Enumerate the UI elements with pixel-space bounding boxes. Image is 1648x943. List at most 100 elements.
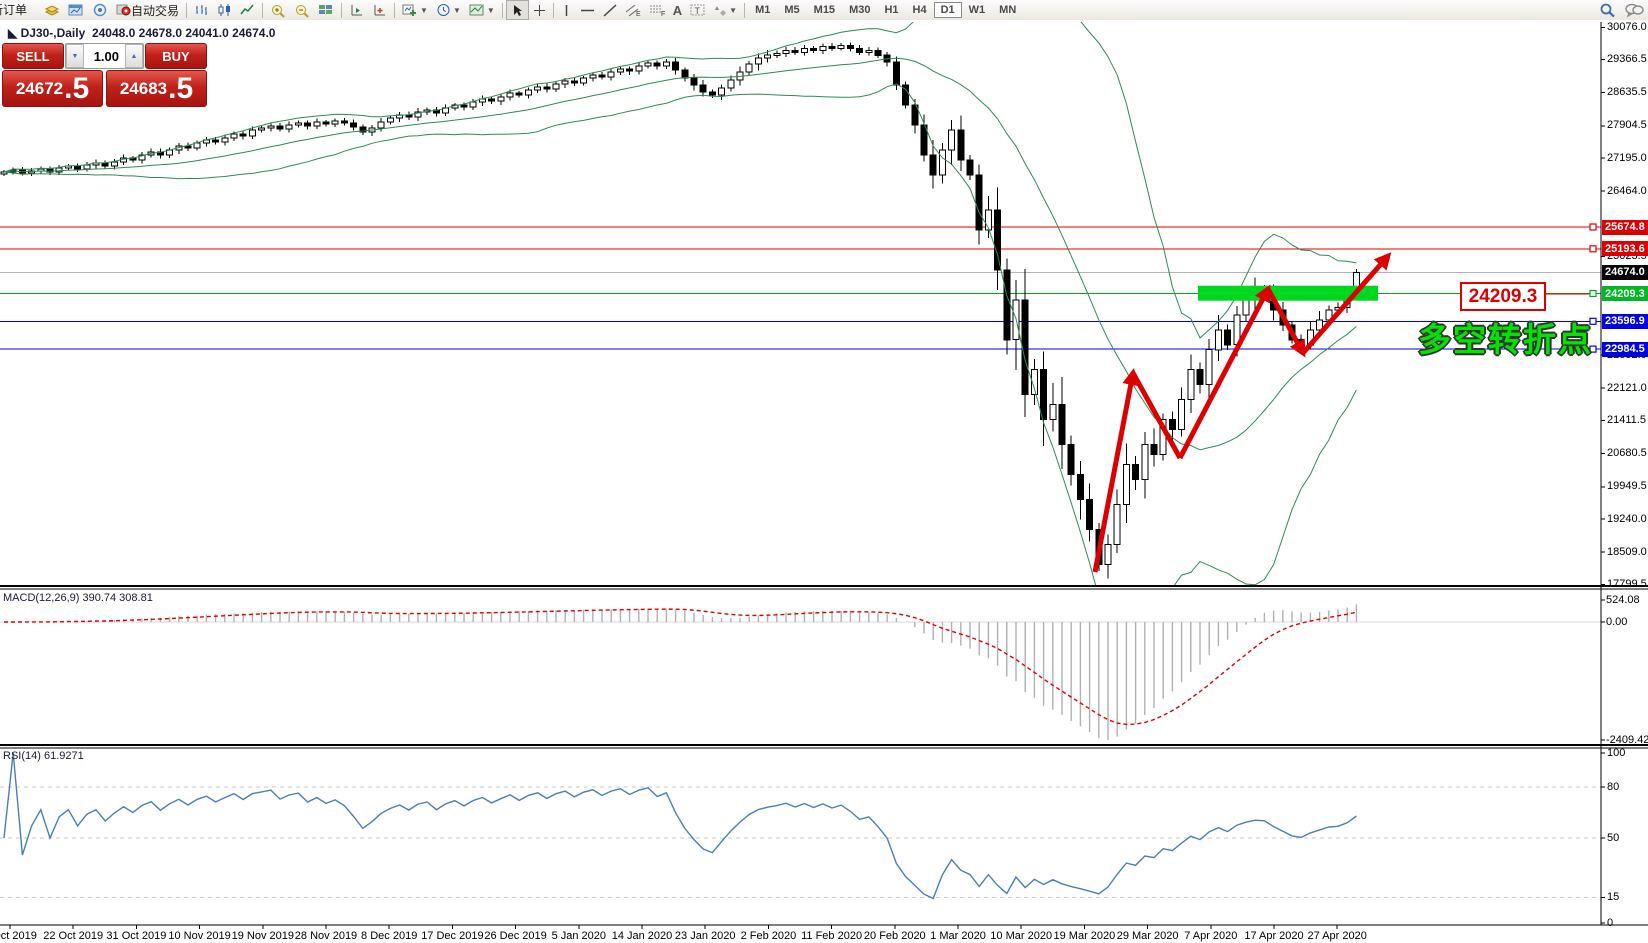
sell-button[interactable]: SELL xyxy=(2,43,64,69)
macd-label: MACD(12,26,9) 390.74 308.81 xyxy=(3,592,153,604)
timeframe-m30[interactable]: M30 xyxy=(849,4,871,16)
price-scale-label: 17799.5 xyxy=(1607,577,1647,590)
date-axis-label: 10 Mar 2020 xyxy=(990,930,1053,942)
periods-dropdown[interactable]: ▼ xyxy=(432,1,465,19)
rsi-label: RSI(14) 61.9271 xyxy=(3,750,84,762)
date-axis-label: 2 Feb 2020 xyxy=(740,930,797,942)
line-chart-mode-icon[interactable] xyxy=(236,1,259,19)
price-tag-23596.9: 23596.9 xyxy=(1602,313,1648,329)
date-axis-label: 31 Oct 2019 xyxy=(106,930,167,942)
bar-chart-mode-icon[interactable] xyxy=(190,1,213,19)
buy-price-display[interactable]: 24683.5 xyxy=(106,70,207,107)
date-axis-label: 20 Feb 2020 xyxy=(863,930,926,942)
timeframe-d1[interactable]: D1 xyxy=(933,2,962,18)
date-axis-label: 17 Dec 2019 xyxy=(421,930,484,942)
price-scale-label: 20680.5 xyxy=(1607,447,1647,460)
svg-text:E: E xyxy=(636,11,641,17)
new-chart-dropdown[interactable]: ▼ xyxy=(398,1,432,19)
rsi-scale-label: 80 xyxy=(1607,780,1620,793)
price-scale-label: 26464.0 xyxy=(1607,184,1647,197)
timeframe-w1[interactable]: W1 xyxy=(968,4,986,16)
timeframe-m1[interactable]: M1 xyxy=(755,4,771,16)
auto-trading-icon xyxy=(116,2,131,19)
price-tag-25193.6: 25193.6 xyxy=(1602,241,1648,257)
sell-price-display[interactable]: 24672.5 xyxy=(2,70,103,107)
volume-stepper[interactable]: ▼ 1.00 ▲ xyxy=(65,43,144,69)
date-axis-label: 22 Oct 2019 xyxy=(43,930,104,942)
chart-workspace[interactable]: ◣ DJ30-,Daily 24048.0 24678.0 24041.0 24… xyxy=(0,20,1648,943)
shapes-dropdown[interactable]: ▼ xyxy=(709,1,741,19)
macd-scale-label: -2409.42 xyxy=(1606,734,1648,746)
signals-icon[interactable] xyxy=(88,1,112,19)
price-scale-label: 29366.5 xyxy=(1607,53,1647,65)
chart-canvas[interactable] xyxy=(0,20,1648,943)
search-icon[interactable] xyxy=(1595,1,1620,19)
volume-increase-button[interactable]: ▲ xyxy=(125,44,143,68)
date-axis-label: 14 Jan 2020 xyxy=(611,930,673,942)
rsi-scale-label: 50 xyxy=(1607,831,1620,844)
timeframe-m5[interactable]: M5 xyxy=(784,4,800,16)
tile-windows-icon[interactable] xyxy=(314,1,338,19)
timeframe-bar: M1 M5 M15 M30 H1 H4 D1 W1 MN xyxy=(748,2,1023,18)
date-axis-label: 8 Dec 2019 xyxy=(361,930,418,942)
cursor-tool[interactable] xyxy=(505,0,529,20)
chat-icon[interactable] xyxy=(1620,1,1648,19)
price-target-label[interactable]: 24209.3 xyxy=(1460,282,1546,311)
trendline-tool[interactable] xyxy=(599,1,621,19)
deposit-icon[interactable] xyxy=(40,1,64,19)
main-toolbar: 新订单 自动交易 ▼ ▼ ▼ E F A T ▼ M1 M5 M15 M30 H1 H4 D… xyxy=(0,0,1648,21)
svg-text:T: T xyxy=(695,6,701,16)
rsi-scale-label: 0 xyxy=(1607,916,1614,929)
ohlc-values: 24048.0 24678.0 24041.0 24674.0 xyxy=(91,26,276,40)
templates-dropdown[interactable]: ▼ xyxy=(465,1,499,19)
price-tag-24674.0: 24674.0 xyxy=(1602,264,1648,280)
timeframe-m15[interactable]: M15 xyxy=(813,4,836,16)
market-watch-icon[interactable] xyxy=(64,1,88,19)
window-marker-icon: ◣ xyxy=(8,26,18,40)
new-order-button[interactable]: 新订单 xyxy=(0,3,28,17)
timeframe-h1[interactable]: H1 xyxy=(884,4,899,16)
step-add-icon[interactable] xyxy=(368,1,391,19)
volume-decrease-button[interactable]: ▼ xyxy=(66,44,84,68)
date-axis-label: 7 Apr 2020 xyxy=(1184,930,1238,942)
date-axis-label: 19 Nov 2019 xyxy=(231,930,294,942)
date-axis-label: 5 Jan 2020 xyxy=(551,930,607,942)
turning-point-annotation[interactable]: 多空转折点 xyxy=(1418,321,1593,358)
zoom-in-icon[interactable] xyxy=(266,1,290,19)
price-scale-label: 30076.0 xyxy=(1607,20,1647,33)
zoom-out-icon[interactable] xyxy=(290,1,314,19)
step-forward-icon[interactable] xyxy=(345,1,368,19)
equidistant-channel-tool[interactable]: E xyxy=(621,1,645,19)
volume-value[interactable]: 1.00 xyxy=(93,48,119,64)
timeframe-h4[interactable]: H4 xyxy=(912,4,927,16)
auto-trading-label: 自动交易 xyxy=(131,3,180,18)
date-axis-label: 19 Mar 2020 xyxy=(1053,930,1116,942)
horizontal-line-tool[interactable] xyxy=(576,1,599,19)
support-zone-rect xyxy=(1198,285,1378,301)
price-scale-label: 22121.0 xyxy=(1607,381,1647,394)
macd-scale-label: 0.00 xyxy=(1606,616,1628,628)
timeframe-mn[interactable]: MN xyxy=(999,4,1017,16)
chart-title: ◣ DJ30-,Daily 24048.0 24678.0 24041.0 24… xyxy=(8,26,275,40)
price-tag-25674.8: 25674.8 xyxy=(1602,219,1648,235)
text-tool[interactable]: A xyxy=(672,2,683,18)
price-scale-label: 28635.5 xyxy=(1607,86,1647,99)
buy-button[interactable]: BUY xyxy=(145,43,207,69)
svg-text:F: F xyxy=(661,11,665,17)
fibonacci-tool[interactable]: F xyxy=(645,1,669,19)
candlestick-mode-icon[interactable] xyxy=(213,1,236,19)
date-axis-label: 29 Mar 2020 xyxy=(1116,930,1179,942)
date-axis-label: 27 Apr 2020 xyxy=(1307,930,1367,942)
price-scale-label: 27904.5 xyxy=(1607,119,1647,132)
price-scale-label: 18509.0 xyxy=(1607,545,1647,558)
date-axis-label: 11 Feb 2020 xyxy=(801,930,863,942)
rsi-scale-label: 100 xyxy=(1607,746,1626,759)
vertical-line-tool[interactable] xyxy=(557,1,576,19)
auto-trading-button[interactable]: 自动交易 xyxy=(112,1,183,19)
text-label-tool[interactable]: T xyxy=(686,1,709,19)
crosshair-tool[interactable] xyxy=(529,1,550,19)
date-axis-label: 1 Mar 2020 xyxy=(930,930,986,942)
price-scale-label: 21411.5 xyxy=(1607,413,1646,426)
date-axis-label: 23 Jan 2020 xyxy=(674,930,736,942)
